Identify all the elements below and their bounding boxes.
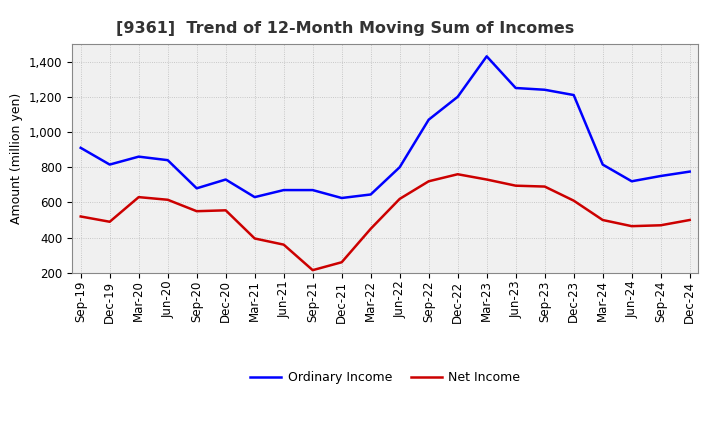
Ordinary Income: [395, 165, 404, 170]
Legend: Ordinary Income, Net Income: Ordinary Income, Net Income: [245, 366, 526, 389]
Net Income: [511, 183, 520, 188]
Net Income: [424, 179, 433, 184]
Net Income: [482, 177, 491, 182]
Ordinary Income: [570, 92, 578, 98]
Net Income: [685, 217, 694, 223]
Line: Net Income: Net Income: [81, 174, 690, 270]
Net Income: [366, 226, 375, 231]
Ordinary Income: [482, 54, 491, 59]
Ordinary Income: [192, 186, 201, 191]
Ordinary Income: [627, 179, 636, 184]
Ordinary Income: [454, 94, 462, 99]
Ordinary Income: [163, 158, 172, 163]
Net Income: [627, 224, 636, 229]
Ordinary Income: [308, 187, 317, 193]
Net Income: [308, 268, 317, 273]
Ordinary Income: [541, 87, 549, 92]
Net Income: [105, 219, 114, 224]
Net Income: [135, 194, 143, 200]
Net Income: [251, 236, 259, 241]
Ordinary Income: [338, 195, 346, 201]
Ordinary Income: [221, 177, 230, 182]
Ordinary Income: [135, 154, 143, 159]
Ordinary Income: [366, 192, 375, 197]
Ordinary Income: [424, 117, 433, 122]
Ordinary Income: [105, 162, 114, 167]
Line: Ordinary Income: Ordinary Income: [81, 56, 690, 198]
Net Income: [192, 209, 201, 214]
Net Income: [454, 172, 462, 177]
Net Income: [657, 223, 665, 228]
Net Income: [570, 198, 578, 203]
Text: [9361]  Trend of 12-Month Moving Sum of Incomes: [9361] Trend of 12-Month Moving Sum of I…: [116, 21, 574, 36]
Net Income: [541, 184, 549, 189]
Net Income: [338, 260, 346, 265]
Net Income: [221, 208, 230, 213]
Net Income: [395, 196, 404, 202]
Ordinary Income: [598, 162, 607, 167]
Ordinary Income: [657, 173, 665, 179]
Net Income: [279, 242, 288, 247]
Ordinary Income: [279, 187, 288, 193]
Net Income: [598, 217, 607, 223]
Ordinary Income: [76, 145, 85, 150]
Ordinary Income: [251, 194, 259, 200]
Net Income: [163, 197, 172, 202]
Y-axis label: Amount (million yen): Amount (million yen): [10, 93, 23, 224]
Ordinary Income: [685, 169, 694, 174]
Ordinary Income: [511, 85, 520, 91]
Net Income: [76, 214, 85, 219]
